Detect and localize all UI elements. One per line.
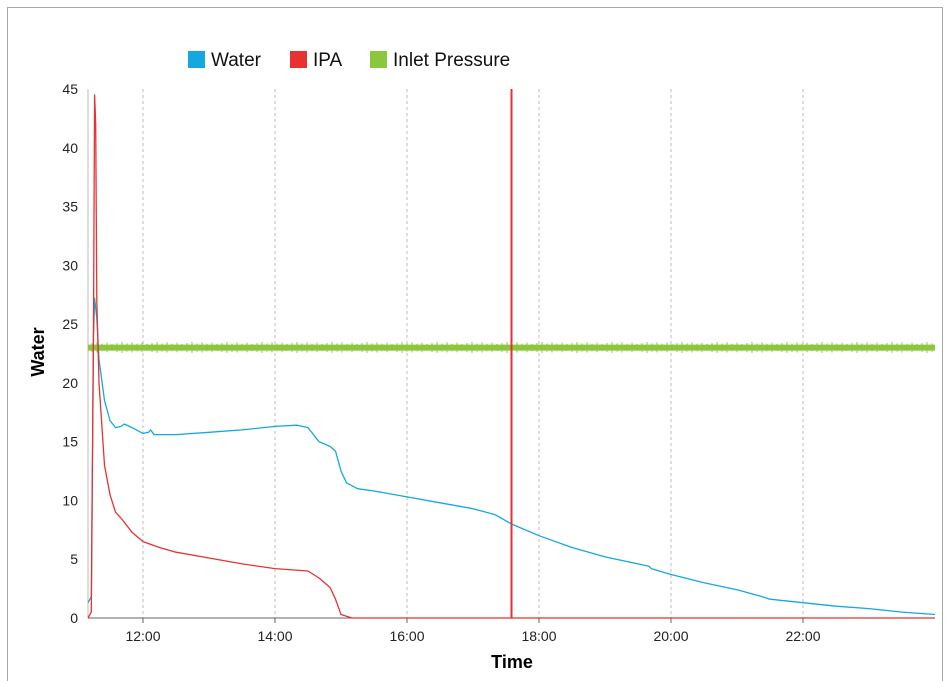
y-tick-label: 40 bbox=[62, 140, 78, 156]
y-tick-label: 25 bbox=[62, 316, 78, 332]
legend: Water IPA Inlet Pressure bbox=[188, 50, 510, 71]
x-tick-label: 14:00 bbox=[257, 628, 292, 644]
series-line-ipa bbox=[87, 94, 935, 619]
x-tick-label: 22:00 bbox=[785, 628, 820, 644]
x-axis-title: Time bbox=[491, 652, 533, 672]
y-tick-label: 35 bbox=[62, 199, 78, 215]
y-tick-label: 0 bbox=[70, 610, 78, 626]
series-noise-inlet-pressure bbox=[91, 341, 933, 353]
x-tick-label: 20:00 bbox=[653, 628, 688, 644]
y-tick-label: 20 bbox=[62, 375, 78, 391]
y-tick-label: 10 bbox=[62, 492, 78, 508]
series-line-water bbox=[87, 297, 936, 616]
y-tick-label: 30 bbox=[62, 257, 78, 273]
legend-label-water: Water bbox=[211, 50, 262, 71]
y-axis-title: Water bbox=[28, 327, 48, 376]
y-tick-label: 15 bbox=[62, 434, 78, 450]
x-tick-label: 16:00 bbox=[389, 628, 424, 644]
y-tick-label: 5 bbox=[70, 551, 78, 567]
legend-item-water[interactable]: Water bbox=[188, 50, 262, 71]
y-tick-label: 45 bbox=[62, 81, 78, 97]
legend-swatch-water bbox=[188, 51, 205, 68]
legend-swatch-inlet-pressure bbox=[370, 51, 387, 68]
legend-label-ipa: IPA bbox=[313, 50, 343, 71]
x-tick-label: 12:00 bbox=[125, 628, 160, 644]
y-axis-ticks: 0 5 10 15 20 25 30 35 40 45 bbox=[62, 81, 78, 626]
legend-item-inlet-pressure[interactable]: Inlet Pressure bbox=[370, 50, 510, 71]
gridlines bbox=[142, 89, 804, 618]
legend-item-ipa[interactable]: IPA bbox=[290, 50, 343, 71]
x-axis-ticks: 12:00 14:00 16:00 18:00 20:00 22:00 bbox=[125, 618, 821, 644]
x-tick-label: 18:00 bbox=[521, 628, 556, 644]
legend-swatch-ipa bbox=[290, 51, 307, 68]
legend-label-inlet-pressure: Inlet Pressure bbox=[393, 50, 510, 71]
